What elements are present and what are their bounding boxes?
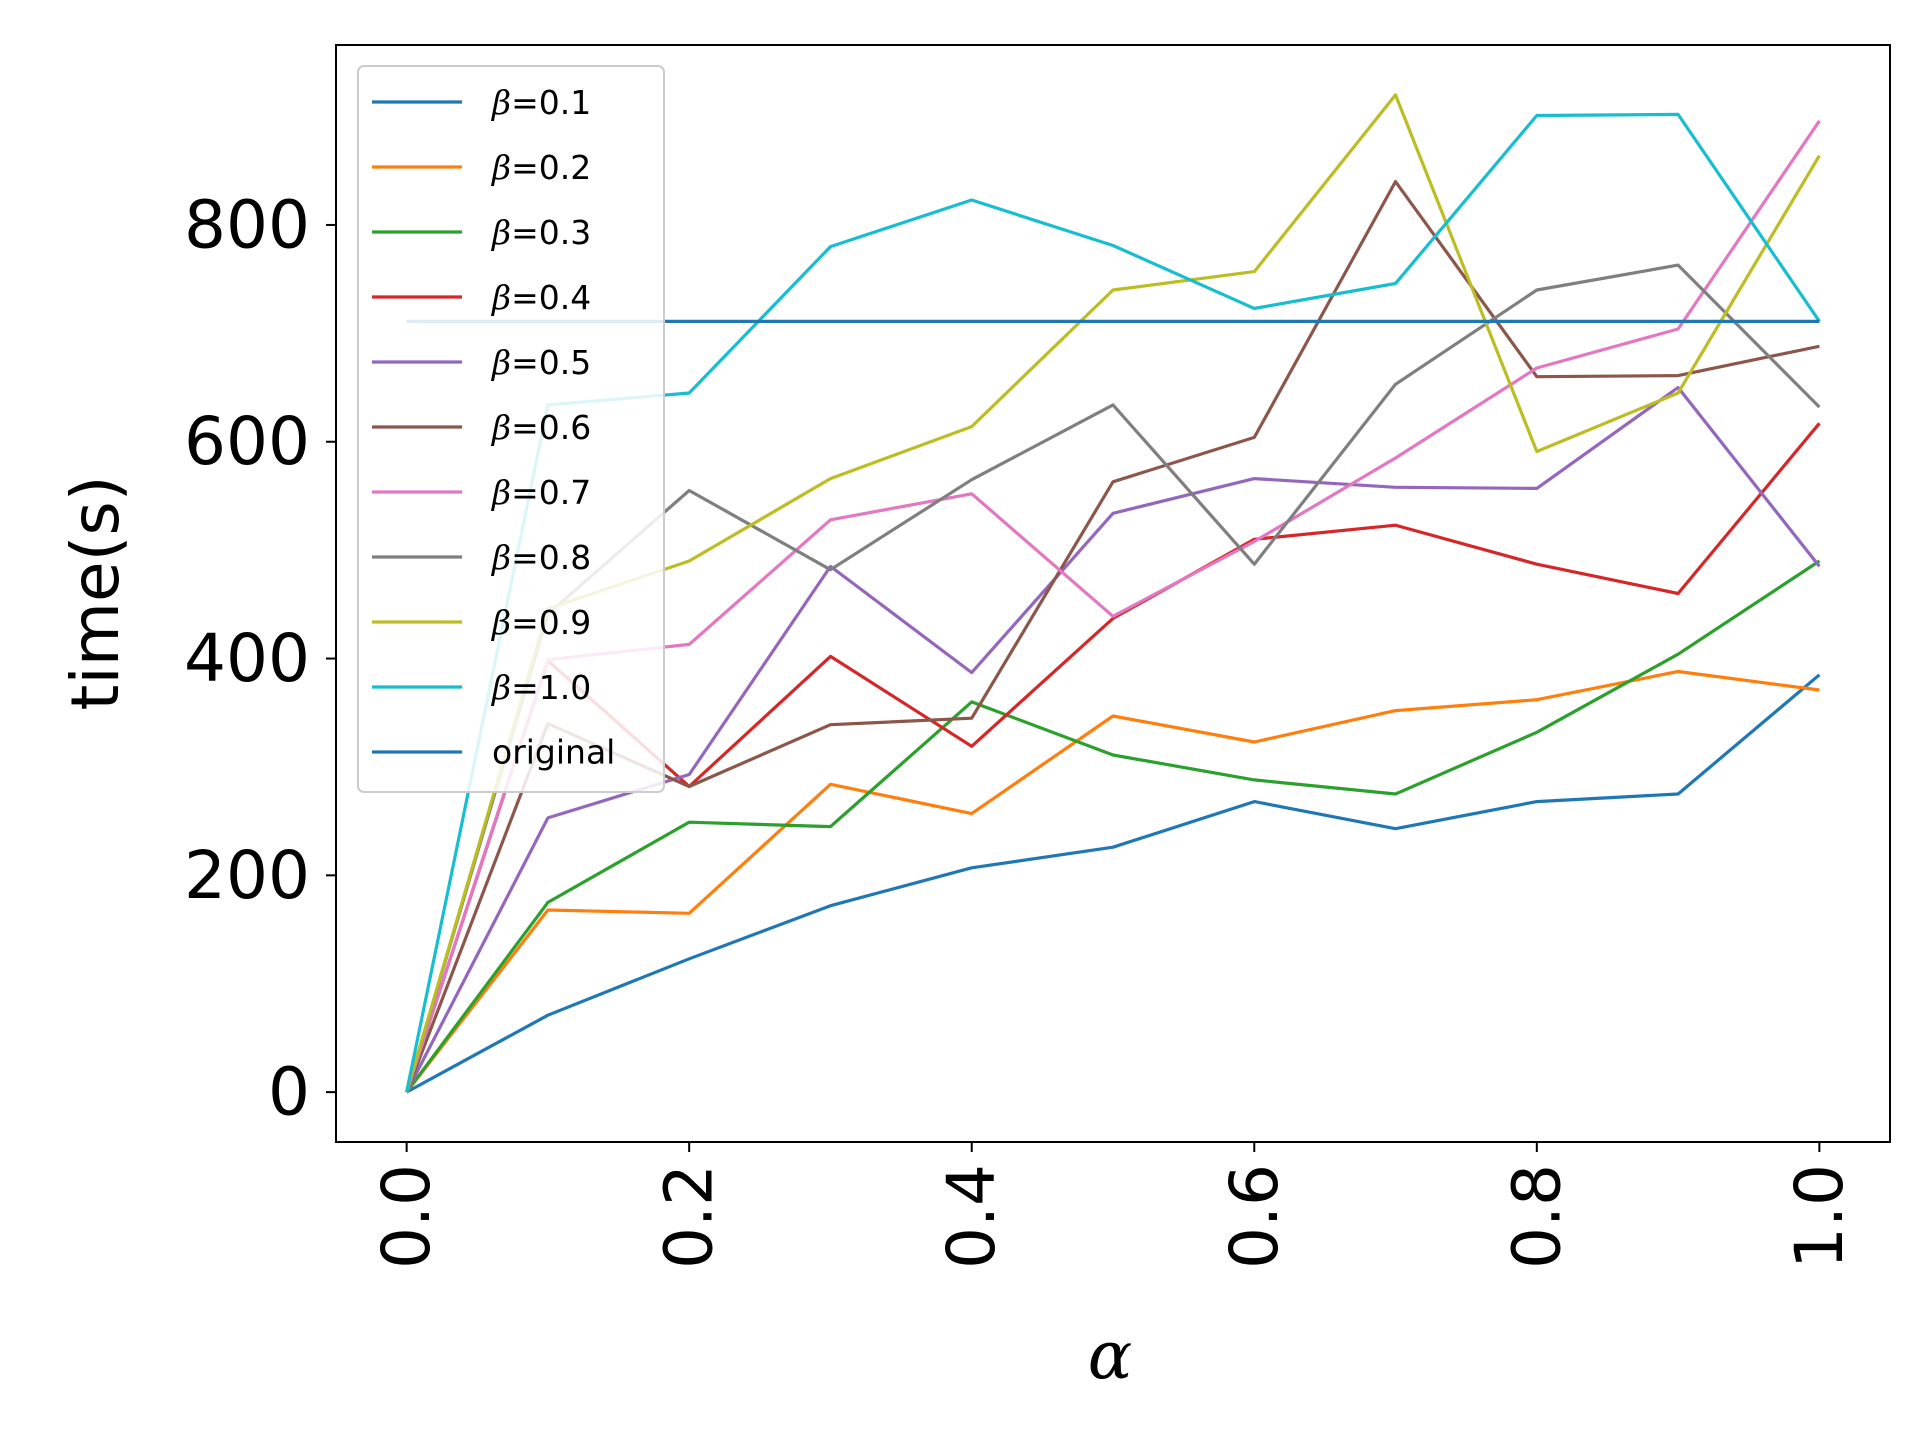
legend-label: β=0.2: [490, 148, 591, 187]
x-axis-label: α: [1088, 1317, 1133, 1394]
legend-label: β=1.0: [490, 668, 591, 707]
y-tick-label: 600: [184, 403, 310, 480]
legend-label: β=0.7: [490, 473, 591, 512]
legend-label: β=0.3: [490, 213, 591, 252]
series-line-beta-0.1: [405, 673, 1821, 1094]
y-tick-label: 0: [268, 1054, 310, 1131]
x-tick-label: 0.8: [1498, 1164, 1575, 1269]
y-tick-label: 400: [184, 620, 310, 697]
legend-label: β=0.4: [490, 278, 591, 317]
series-line-beta-0.2: [405, 669, 1820, 1094]
plot-frame: [335, 44, 1891, 1143]
legend-label: β=0.9: [490, 603, 591, 642]
x-tick-label: 1.0: [1781, 1164, 1858, 1269]
y-axis-ticks: 0 200 400 600 800: [184, 186, 336, 1131]
x-tick-label: 0.6: [1216, 1164, 1293, 1269]
legend: β=0.1 β=0.2 β=0.3 β=0.4 β=0.5 β=0.6 β=0.7 β=0.8…: [357, 65, 665, 793]
x-axis-ticks: 0.0 0.2 0.4 0.6 0.8 1.0: [368, 1142, 1858, 1269]
legend-label: β=0.6: [490, 408, 591, 447]
y-axis-label: time(s): [57, 476, 134, 711]
x-tick-label: 0.4: [933, 1164, 1010, 1269]
legend-box: [357, 65, 665, 793]
series-line-beta-0.3: [405, 559, 1821, 1094]
legend-label: β=0.8: [490, 538, 591, 577]
x-tick-label: 0.0: [368, 1164, 445, 1269]
x-tick-label: 0.2: [651, 1164, 728, 1269]
legend-entries: β=0.1 β=0.2 β=0.3 β=0.4 β=0.5 β=0.6 β=0.7 β=0.8…: [372, 83, 615, 772]
legend-label: β=0.1: [490, 83, 591, 122]
legend-label: β=0.5: [490, 343, 591, 382]
legend-label: original: [492, 733, 615, 772]
y-tick-label: 800: [184, 186, 310, 263]
y-tick-label: 200: [184, 837, 310, 914]
